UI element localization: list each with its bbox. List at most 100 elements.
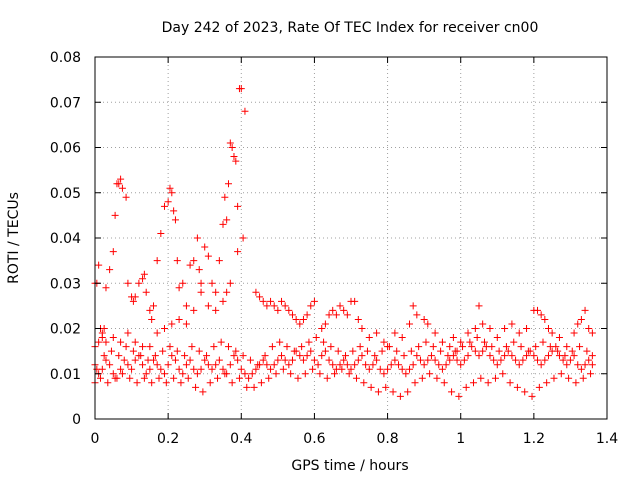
data-point — [479, 347, 487, 355]
data-point — [128, 365, 136, 373]
data-point — [193, 370, 201, 378]
x-tick-label: 0.2 — [157, 431, 179, 447]
data-point — [373, 329, 381, 337]
data-point — [197, 288, 205, 296]
data-point — [270, 302, 278, 310]
data-point — [256, 293, 264, 301]
chart-title: Day 242 of 2023, Rate Of TEC Index for r… — [162, 20, 539, 36]
data-point — [475, 302, 483, 310]
data-point — [305, 338, 313, 346]
data-point — [241, 107, 249, 115]
data-point — [332, 311, 340, 319]
data-point — [546, 343, 554, 351]
data-point — [442, 361, 450, 369]
data-point — [427, 352, 435, 360]
data-point — [565, 374, 573, 382]
data-point — [468, 343, 476, 351]
data-point — [438, 338, 446, 346]
x-axis-label: GPS time / hours — [291, 458, 408, 474]
data-point — [391, 356, 399, 364]
data-point — [133, 379, 141, 387]
data-point — [338, 365, 346, 373]
data-point — [360, 379, 368, 387]
data-point — [431, 329, 439, 337]
data-point — [173, 347, 181, 355]
data-point — [160, 370, 168, 378]
data-point — [523, 352, 531, 360]
y-tick-label: 0.08 — [50, 50, 81, 66]
data-point — [314, 361, 322, 369]
data-point — [129, 297, 137, 305]
data-point — [118, 184, 126, 192]
data-point — [588, 352, 596, 360]
data-point — [215, 356, 223, 364]
data-point — [182, 320, 190, 328]
data-point — [544, 352, 552, 360]
data-point — [343, 361, 351, 369]
data-point — [440, 379, 448, 387]
data-point — [374, 388, 382, 396]
data-point — [175, 315, 183, 323]
data-point — [329, 306, 337, 314]
data-point — [203, 352, 211, 360]
data-point — [221, 370, 229, 378]
data-point — [502, 343, 510, 351]
data-point — [298, 343, 306, 351]
data-point — [352, 374, 360, 382]
data-point — [124, 361, 132, 369]
data-point — [224, 180, 232, 188]
data-point — [230, 153, 238, 161]
data-point — [477, 374, 485, 382]
data-point — [363, 347, 371, 355]
data-point — [493, 334, 501, 342]
data-point — [310, 356, 318, 364]
data-point — [515, 329, 523, 337]
data-point — [206, 379, 214, 387]
data-point — [588, 361, 596, 369]
data-point — [234, 356, 242, 364]
data-point — [559, 356, 567, 364]
data-point — [175, 284, 183, 292]
data-point — [259, 297, 267, 305]
data-point — [544, 325, 552, 332]
data-point — [288, 311, 296, 319]
data-point — [537, 311, 545, 319]
data-point — [299, 315, 307, 323]
data-point — [160, 325, 168, 332]
data-point — [321, 347, 329, 355]
data-point — [475, 352, 483, 360]
data-point — [325, 356, 333, 364]
data-point — [418, 374, 426, 382]
data-point — [307, 302, 315, 310]
data-point — [422, 338, 430, 346]
data-point — [453, 356, 461, 364]
data-point — [107, 347, 115, 355]
data-point — [139, 361, 147, 369]
data-point — [204, 302, 212, 310]
data-point — [168, 189, 176, 197]
data-point — [513, 383, 521, 391]
x-tick-label: 1 — [456, 431, 465, 447]
data-point — [521, 388, 529, 396]
data-point — [420, 315, 428, 323]
data-point — [197, 279, 205, 287]
data-point — [351, 297, 359, 305]
data-point — [387, 361, 395, 369]
data-point — [358, 325, 366, 332]
y-axis-label: ROTI / TECUs — [6, 192, 22, 284]
data-point — [574, 361, 582, 369]
data-point — [285, 306, 293, 314]
data-point — [462, 383, 470, 391]
data-point — [226, 139, 234, 147]
data-point — [433, 374, 441, 382]
data-point — [250, 383, 258, 391]
data-point — [287, 370, 295, 378]
x-tick-label: 1.4 — [596, 431, 618, 447]
data-point — [144, 356, 152, 364]
data-point — [171, 216, 179, 224]
data-point — [239, 352, 247, 360]
data-point — [407, 347, 415, 355]
data-point — [424, 356, 432, 364]
data-point — [248, 370, 256, 378]
